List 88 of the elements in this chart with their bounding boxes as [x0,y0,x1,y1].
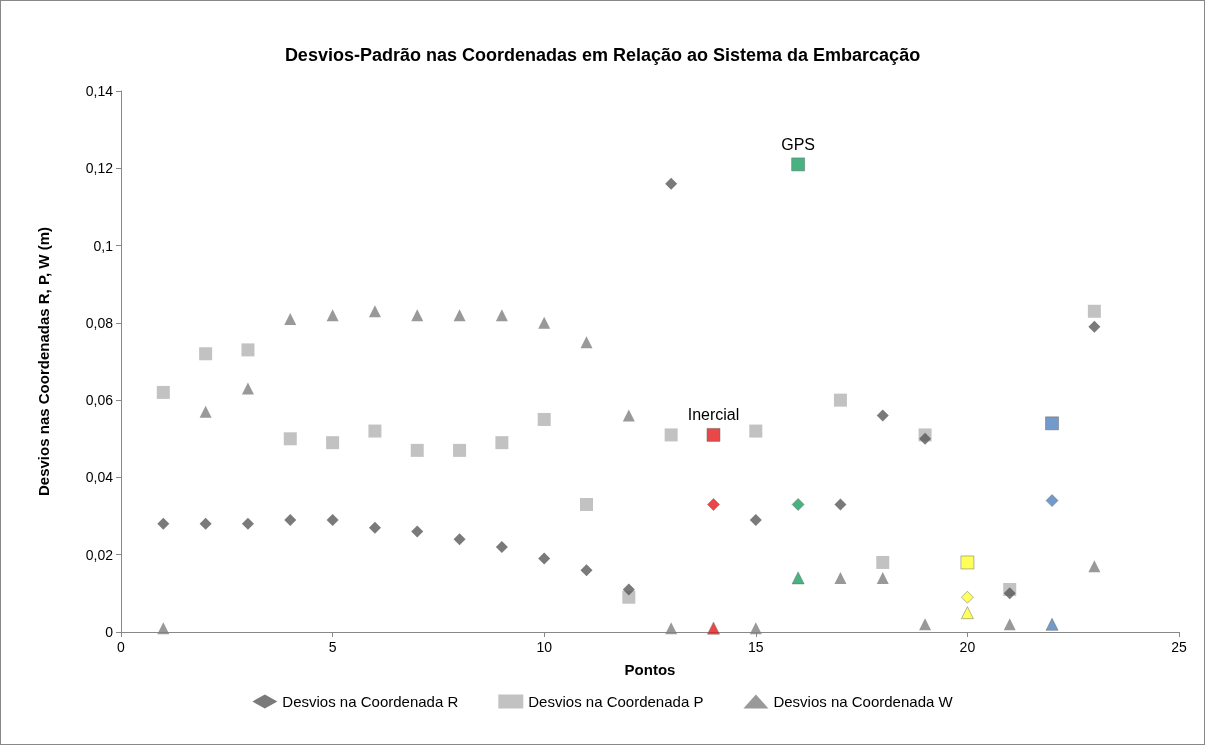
point [368,521,381,534]
annotation: GPS [781,135,816,153]
x-tick-label: 10 [536,639,553,655]
point [580,564,593,577]
point [622,409,635,422]
point [960,555,975,570]
point [326,436,340,450]
y-tick-label: 0,08 [85,314,114,331]
point [1003,618,1016,631]
x-tick-label: 20 [959,639,976,655]
point [411,525,424,538]
point [283,432,297,446]
point [749,513,762,526]
point [284,513,297,526]
point [241,382,254,395]
y-tick-label: 0,14 [85,83,114,99]
y-tick-label: 0,02 [85,546,114,563]
point [156,385,170,399]
point [1088,560,1101,573]
point [157,622,170,635]
point [199,347,213,361]
x-tick-label: 5 [328,639,337,655]
x-tick-label: 0 [117,639,126,655]
point [833,393,847,407]
point [1087,304,1101,318]
point [707,621,720,635]
point [495,309,508,322]
point [961,590,974,604]
y-axis-title: Desvios nas Coordenadas R, P, W (m) [35,227,52,496]
point [1003,587,1016,600]
point [876,571,889,584]
point [241,517,254,530]
point [876,555,890,569]
point [706,428,721,442]
point [876,409,889,422]
point [411,309,424,322]
point [368,424,382,438]
point [622,583,635,596]
x-tick-label: 15 [748,639,764,655]
y-tick-label: 0,04 [85,469,114,486]
point [368,305,381,318]
annotation: Inercial [687,406,740,424]
point [580,336,593,349]
point [1045,617,1059,631]
point [453,309,466,322]
point [538,316,551,329]
point [749,424,763,438]
point [707,498,720,511]
point [1088,320,1101,333]
point [495,540,508,553]
point [580,497,594,511]
point [1045,494,1059,507]
point [157,517,170,530]
point [791,498,805,511]
chart-title: Desvios-Padrão nas Coordenadas em Relação ao Sistema da Embarcação [284,45,921,65]
legend-label: Desvios na Coordenada W [773,693,954,710]
point [326,513,339,526]
point [410,443,424,457]
y-tick-label: 0,1 [93,237,114,254]
point [919,432,932,445]
point [241,343,255,357]
point [199,405,212,418]
y-tick-label: 0 [105,624,114,640]
legend-label: Desvios na Coordenada R [282,693,459,710]
point [538,552,551,565]
y-tick-label: 0,06 [85,392,114,409]
point [834,571,847,584]
point [537,412,551,426]
point [284,312,297,325]
legend-label: Desvios na Coordenada P [528,693,704,710]
y-tick-label: 0,12 [85,160,114,177]
point [199,517,212,530]
x-tick-label: 25 [1171,639,1187,655]
point [665,622,678,635]
point [665,177,678,190]
point [834,498,847,511]
point [453,533,466,546]
point [961,606,974,619]
point [1045,416,1059,431]
point [791,571,805,585]
point [919,618,932,631]
point [749,622,762,635]
x-axis-title: Pontos [624,661,676,678]
point [453,443,467,457]
point [791,157,805,172]
point [664,428,678,442]
point [495,436,509,450]
point [326,309,339,322]
